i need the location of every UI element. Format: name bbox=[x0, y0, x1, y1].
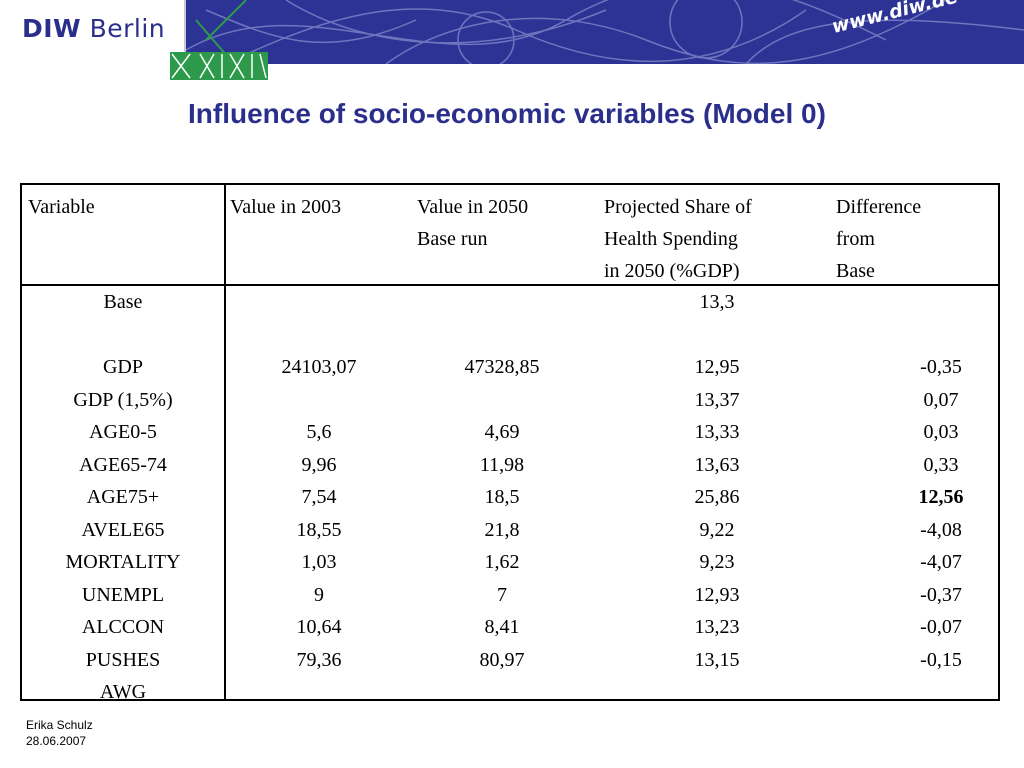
table-row bbox=[22, 319, 1002, 351]
header-variable: Variable bbox=[28, 191, 95, 223]
table-cell-share: 25,86 bbox=[694, 486, 740, 508]
table-cell-v2050: 4,69 bbox=[484, 421, 520, 443]
header-line: Projected Share of bbox=[604, 196, 752, 218]
header-value-2050: Value in 2050 Base run bbox=[417, 191, 528, 255]
table-row: PUSHES 79,36 80,97 13,15 -0,15 bbox=[22, 644, 1002, 676]
footer-date: 28.06.2007 bbox=[26, 734, 87, 748]
table-cell-v2050: 1,62 bbox=[484, 551, 520, 573]
table-cell-variable: AWG bbox=[99, 681, 147, 703]
header-value-2003: Value in 2003 bbox=[230, 191, 341, 223]
header-divider bbox=[184, 0, 186, 52]
diw-logo: DIW Berlin bbox=[22, 14, 165, 43]
table-cell-share: 9,22 bbox=[699, 518, 735, 541]
table-cell-v2050: 8,41 bbox=[484, 616, 520, 638]
table-row: AWG bbox=[22, 676, 1002, 708]
table-cell-diff: 12,56 bbox=[918, 486, 964, 508]
table-cell-v2050: 21,8 bbox=[484, 518, 520, 541]
table-cell-v2003: 18,55 bbox=[296, 518, 342, 541]
header-line: Value in 2050 bbox=[417, 196, 529, 218]
table-cell-variable: AGE0-5 bbox=[89, 421, 157, 443]
table-cell-v2003: 79,36 bbox=[296, 648, 342, 671]
table-cell-variable: GDP bbox=[102, 356, 143, 378]
header-line: Variable bbox=[28, 196, 95, 218]
table-cell-v2003: 5,6 bbox=[306, 421, 332, 443]
table-cell-v2050: 80,97 bbox=[479, 648, 525, 671]
table-cell-share: 13,23 bbox=[694, 616, 740, 638]
table-cell-v2050: 47328,85 bbox=[464, 356, 540, 378]
table-cell-v2003: 7,54 bbox=[301, 486, 337, 508]
table-cell-share: 13,15 bbox=[694, 648, 740, 671]
header-line: Value in 2003 bbox=[230, 196, 342, 218]
table-cell-variable: MORTALITY bbox=[65, 551, 181, 573]
table-cell-share: 12,95 bbox=[694, 356, 740, 378]
table-cell-diff: 0,03 bbox=[923, 421, 959, 443]
table-cell-v2003: 9 bbox=[314, 583, 324, 606]
table-cell-diff: -0,35 bbox=[920, 356, 962, 378]
header-banner: www.diw.de bbox=[186, 0, 1024, 64]
table-cell-v2050: 11,98 bbox=[479, 453, 525, 476]
banner-swirl-decoration bbox=[186, 0, 1024, 64]
table-cell-variable: Base bbox=[103, 291, 143, 313]
table-cell-variable: GDP (1,5%) bbox=[73, 388, 173, 411]
green-accent-block bbox=[170, 52, 268, 80]
table-cell-v2050: 7 bbox=[497, 583, 507, 606]
table-cell-share: 12,93 bbox=[694, 583, 740, 606]
table-row: AGE65-74 9,96 11,98 13,63 0,33 bbox=[22, 449, 1002, 481]
footer-author: Erika Schulz bbox=[26, 718, 93, 732]
table-cell-diff: -4,07 bbox=[920, 551, 962, 573]
table-cell-share: 13,3 bbox=[699, 291, 735, 313]
footer: Erika Schulz 28.06.2007 bbox=[26, 717, 93, 749]
table-cell-variable: ALCCON bbox=[81, 616, 165, 638]
table-row: GDP 24103,07 47328,85 12,95 -0,35 bbox=[22, 351, 1002, 383]
table-cell-v2050: 18,5 bbox=[484, 486, 520, 508]
table-row: Base 13,3 bbox=[22, 286, 1002, 318]
table-cell-variable: AGE75+ bbox=[86, 486, 160, 508]
header-line: from bbox=[836, 228, 875, 250]
logo-area: DIW Berlin bbox=[0, 0, 170, 64]
header-line: in 2050 (%GDP) bbox=[604, 260, 740, 282]
table-cell-diff: -0,07 bbox=[920, 616, 962, 638]
table-cell-share: 13,37 bbox=[694, 388, 740, 411]
table-cell-diff: 0,33 bbox=[923, 453, 959, 476]
table-cell-share: 9,23 bbox=[699, 551, 735, 573]
header-line: Base bbox=[836, 260, 875, 282]
table-row: MORTALITY 1,03 1,62 9,23 -4,07 bbox=[22, 546, 1002, 578]
table-cell-share: 13,33 bbox=[694, 421, 740, 443]
logo-rest-text: Berlin bbox=[81, 14, 166, 43]
table-cell-variable: PUSHES bbox=[85, 648, 161, 671]
table-header-divider bbox=[22, 284, 998, 286]
table-cell-v2003: 10,64 bbox=[296, 616, 342, 638]
table-row: UNEMPL 9 7 12,93 -0,37 bbox=[22, 579, 1002, 611]
green-pattern-decoration bbox=[171, 53, 267, 79]
table-row: AGE0-5 5,6 4,69 13,33 0,03 bbox=[22, 416, 1002, 448]
table-cell-variable: AVELE65 bbox=[81, 518, 165, 541]
header-line: Difference bbox=[836, 196, 922, 218]
table-cell-v2003: 9,96 bbox=[301, 453, 337, 476]
table-cell-diff: -4,08 bbox=[920, 518, 962, 541]
table-cell-share: 13,63 bbox=[694, 453, 740, 476]
table-cell-variable: AGE65-74 bbox=[79, 453, 167, 476]
logo-bold-text: DIW bbox=[22, 14, 82, 43]
table-cell-diff: -0,37 bbox=[920, 583, 962, 606]
table-cell-diff: -0,15 bbox=[920, 648, 962, 671]
table-row: AGE75+ 7,54 18,5 25,86 12,56 bbox=[22, 481, 1002, 513]
header-line: Base run bbox=[417, 228, 488, 250]
header-difference: Difference from Base bbox=[836, 191, 921, 287]
data-table: Variable Value in 2003 Value in 2050 Bas… bbox=[20, 183, 1002, 703]
table-cell-v2003: 1,03 bbox=[301, 551, 337, 573]
table-row: GDP (1,5%) 13,37 0,07 bbox=[22, 384, 1002, 416]
slide-title: Influence of socio-economic variables (M… bbox=[188, 98, 826, 129]
table-cell-diff: 0,07 bbox=[923, 388, 959, 411]
header-projected-share: Projected Share of Health Spending in 20… bbox=[604, 191, 752, 287]
table-vertical-divider bbox=[224, 185, 226, 699]
table-cell-v2003: 24103,07 bbox=[281, 356, 357, 378]
table-row: AVELE65 18,55 21,8 9,22 -4,08 bbox=[22, 514, 1002, 546]
header-line: Health Spending bbox=[604, 228, 738, 250]
table-cell-variable: UNEMPL bbox=[81, 583, 165, 606]
table-row: ALCCON 10,64 8,41 13,23 -0,07 bbox=[22, 611, 1002, 643]
